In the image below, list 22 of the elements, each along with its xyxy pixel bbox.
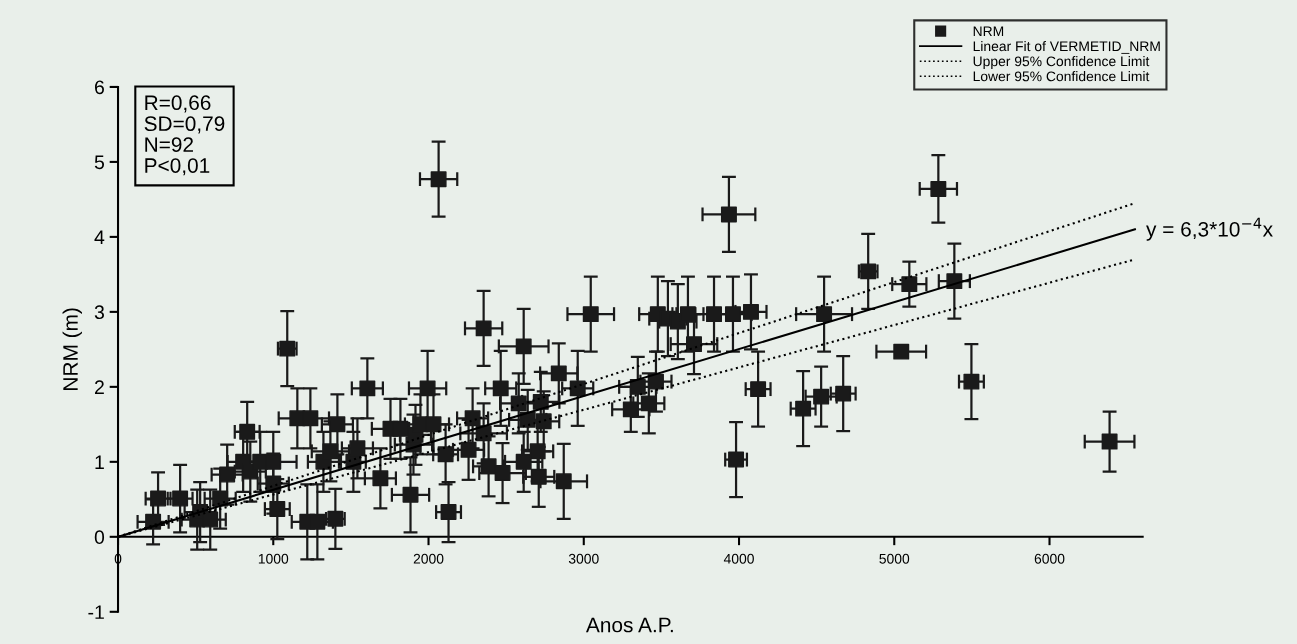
y-tick-label: 6 xyxy=(95,80,104,95)
x-tick-label: 5000 xyxy=(879,553,910,564)
x-tick-label: 1000 xyxy=(258,553,289,564)
x-tick-label: 3000 xyxy=(568,553,599,564)
legend-label: Linear Fit of VERMETID_NRM xyxy=(973,40,1160,54)
annotation: y = 6,3*10$^{−4}$x xyxy=(1146,217,1273,241)
x-tick-label: 2000 xyxy=(413,553,444,564)
x-tick-label: 6000 xyxy=(1034,553,1065,564)
legend-label: Upper 95% Confidence Limit xyxy=(973,56,1150,69)
y-tick-label: 1 xyxy=(95,455,104,469)
y-tick-label: -1 xyxy=(88,605,104,619)
y-tick-label: 2 xyxy=(95,380,104,394)
y-tick-label: 0 xyxy=(94,530,105,545)
legend-label: NRM xyxy=(973,26,1004,37)
y-tick-label: 5 xyxy=(94,155,105,170)
y-tick-label: 3 xyxy=(94,305,104,320)
legend-label: Lower 95% Confidence Limit xyxy=(973,71,1150,82)
annotation: R=0,66 SD=0,79 N=92 P<0,01 xyxy=(144,95,225,176)
x-axis-title: Anos A.P. xyxy=(585,617,673,633)
x-tick-label: 4000 xyxy=(723,553,754,564)
y-axis-title: NRM (m) xyxy=(62,308,82,390)
y-tick-label: 4 xyxy=(94,230,105,244)
